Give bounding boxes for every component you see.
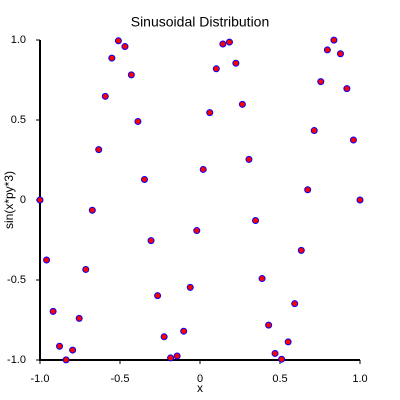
point	[180, 327, 188, 335]
y-tick-label: -0.5	[7, 274, 26, 286]
point	[36, 196, 44, 204]
point	[219, 40, 227, 48]
point	[88, 206, 96, 214]
point	[108, 54, 116, 62]
point	[278, 355, 286, 363]
point	[212, 65, 220, 73]
point	[193, 227, 201, 235]
point	[154, 292, 162, 300]
point	[206, 109, 214, 117]
point	[323, 46, 331, 54]
point	[134, 117, 142, 125]
point	[114, 37, 122, 45]
point	[167, 354, 175, 362]
point	[43, 256, 51, 264]
y-tick-label: 0.5	[11, 114, 26, 126]
point	[238, 100, 246, 108]
point	[186, 283, 194, 291]
point	[349, 136, 357, 144]
point	[140, 176, 148, 184]
x-axis-label: x	[197, 381, 203, 395]
point	[330, 36, 338, 44]
point	[95, 146, 103, 154]
point	[271, 349, 279, 357]
point	[265, 321, 273, 329]
point	[56, 342, 64, 350]
point	[297, 246, 305, 254]
point	[225, 38, 233, 46]
point	[82, 265, 90, 273]
x-tick-label: 0.5	[272, 373, 287, 385]
point	[252, 216, 260, 224]
x-tick-label: -0.5	[111, 373, 130, 385]
point	[173, 352, 181, 360]
point	[304, 186, 312, 194]
point	[75, 314, 83, 322]
point	[121, 43, 129, 51]
x-tick-label: 1.0	[352, 373, 367, 385]
point	[101, 92, 109, 100]
point	[343, 85, 351, 93]
point	[49, 307, 57, 315]
point	[291, 300, 299, 308]
point	[356, 196, 364, 204]
point	[69, 346, 77, 354]
point	[62, 356, 70, 364]
chart-title: Sinusoidal Distribution	[131, 14, 270, 30]
point	[199, 165, 207, 173]
point	[245, 155, 253, 163]
y-axis-label: sin(x*py*3)	[2, 171, 16, 229]
point	[127, 71, 135, 79]
point	[160, 333, 168, 341]
y-tick-label: 1.0	[11, 34, 26, 46]
x-tick-label: 0	[197, 373, 203, 385]
point	[147, 237, 155, 245]
point	[258, 275, 266, 283]
point	[232, 59, 240, 67]
point	[310, 127, 318, 135]
point	[336, 50, 344, 58]
y-tick-label: -1.0	[7, 354, 26, 366]
y-tick-label: 0	[20, 194, 26, 206]
point	[317, 78, 325, 86]
point	[284, 338, 292, 346]
x-tick-label: -1.0	[31, 373, 50, 385]
